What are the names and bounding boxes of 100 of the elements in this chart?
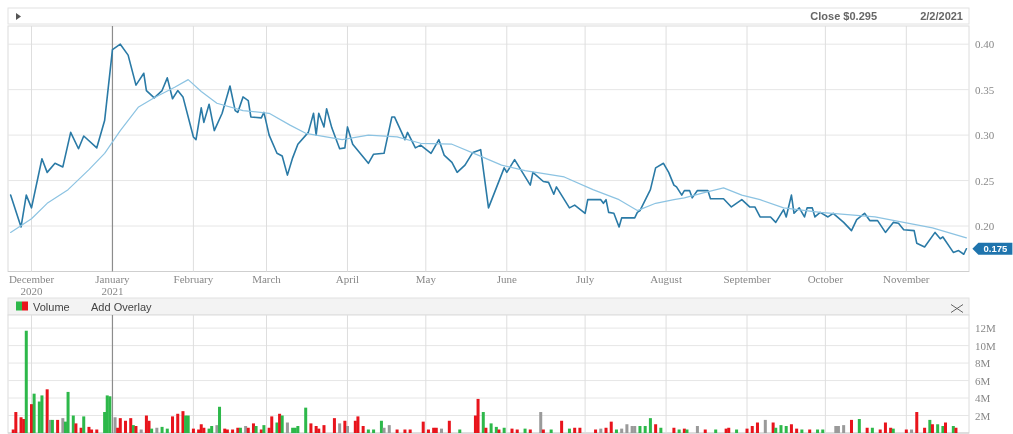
text: 2/2/2021 [920,10,963,22]
bar [821,429,825,433]
bar [484,427,488,433]
bar [672,427,676,433]
bar [936,424,940,433]
bar [620,428,624,433]
bar [90,429,94,433]
bar [366,429,370,433]
bar [403,429,407,433]
x-tick-label: June [496,272,517,285]
bar [447,420,451,433]
bar [14,412,18,433]
bar [382,427,386,433]
x-tick-label: July [575,272,595,285]
bar [345,426,349,433]
x-tick-label: April [335,272,360,285]
bar [578,427,582,433]
bar [567,428,571,433]
bar [379,420,383,433]
line-series [10,79,967,239]
text: Close $0.295 [810,10,877,22]
bar [883,422,887,433]
bar [356,416,360,433]
y-tick-label: 0.30 [975,129,995,142]
bar [677,429,681,433]
x-tick-label: March [252,272,282,285]
bar [755,422,759,433]
bar [439,428,443,433]
bar [139,429,143,433]
bar [231,429,235,433]
bar [270,416,274,433]
bar [604,427,608,433]
x-tick-label: September [723,272,771,285]
bar [426,429,430,433]
bar [372,429,376,433]
bar [779,425,783,433]
bar [191,428,195,433]
bar [915,412,919,433]
chart-title: Volume [33,300,70,313]
bar [489,423,493,433]
bar [870,427,874,433]
bar [930,424,934,433]
bar [176,413,180,433]
y-tick-label: 0.40 [975,38,995,51]
bar [458,429,462,433]
bar [165,428,169,433]
bar [795,428,799,433]
bar [124,420,128,433]
y-tick-label: 2M [975,409,991,422]
bar [95,429,99,433]
x-tick-label: February [173,272,214,285]
bar [343,420,347,433]
bar [695,426,699,433]
y-tick-label: 8M [975,357,991,370]
bar [332,418,336,433]
bar [82,416,86,433]
bar [56,419,60,433]
bar [654,424,658,433]
bar [594,429,598,433]
bar [515,429,519,433]
bar [541,429,545,433]
bar [510,428,514,433]
bar [528,429,532,433]
bar [857,419,861,433]
bar [808,429,812,433]
x-tick-label: May [415,272,437,285]
bar [928,419,932,433]
bar [609,421,613,433]
bar [40,395,44,433]
bar [735,429,739,433]
bar [904,429,908,433]
bar [322,425,326,433]
bar [285,422,289,433]
bar [560,420,564,433]
annotation: 0.175 [983,243,1008,255]
bar [215,425,219,433]
x-tick-label: January 2021 [95,272,131,297]
bar [614,429,618,433]
bar [395,429,399,433]
bar [361,426,365,433]
bar [659,427,663,433]
y-tick-label: 12M [975,322,996,335]
bar [262,425,266,433]
bar [941,426,945,433]
bar [160,426,164,433]
bar [944,422,947,433]
bar [878,429,882,433]
bar [923,427,927,433]
y-tick-label: 10M [975,339,996,352]
bar [549,429,553,433]
bar [171,416,175,433]
bar [745,428,749,433]
line-series [9,43,968,256]
bar [87,426,91,433]
y-tick-label: 4M [975,392,991,405]
y-tick-label: 0.35 [975,83,995,96]
bar [789,424,793,433]
bar [573,427,577,433]
bar [625,424,629,433]
bar [66,391,70,433]
